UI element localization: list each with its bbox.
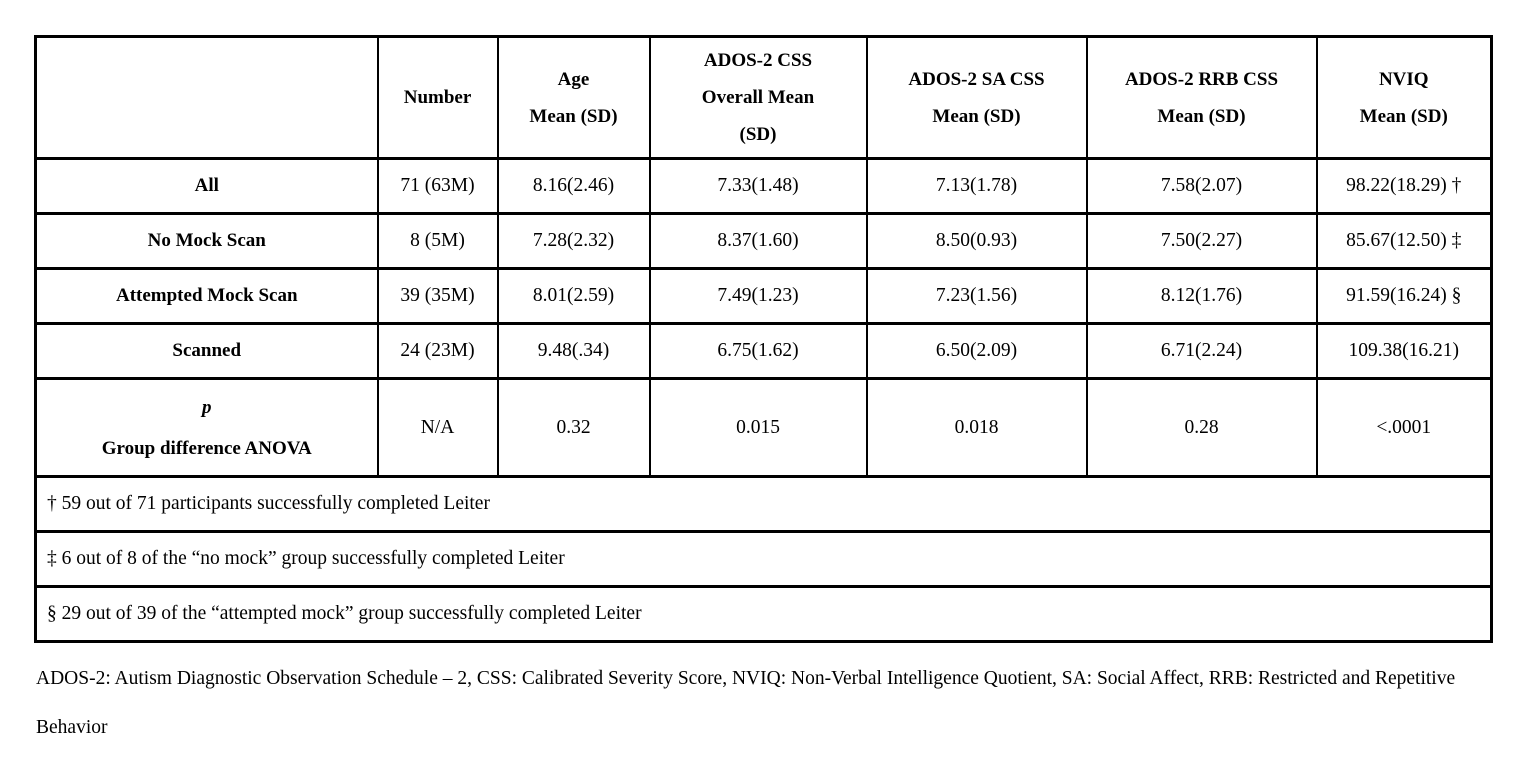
cell-number: 8 (5M) [376,212,499,270]
cell-ados-overall: 8.37(1.60) [648,212,868,270]
cell-ados-rrb: 7.58(2.07) [1085,157,1318,215]
cell-ados-sa: 7.23(1.56) [865,267,1088,325]
cell-ados-overall: 6.75(1.62) [648,322,868,380]
header-line: Overall Mean [701,87,815,108]
cell-p-ados-overall: 0.015 [648,377,868,478]
table-row-all: All 71 (63M) 8.16(2.46) 7.33(1.48) 7.13(… [34,157,1493,215]
header-cell-ados-sa: ADOS-2 SA CSS Mean (SD) [865,35,1088,160]
header-cell-ados-overall: ADOS-2 CSS Overall Mean (SD) [648,35,868,160]
cell-p-number: N/A [376,377,499,478]
table-body: All 71 (63M) 8.16(2.46) 7.33(1.48) 7.13(… [34,157,1493,643]
cell-age: 9.48(.34) [496,322,651,380]
header-cell-empty [34,35,379,160]
header-cell-nviq: NVIQ Mean (SD) [1315,35,1493,160]
table-row-scanned: Scanned 24 (23M) 9.48(.34) 6.75(1.62) 6.… [34,322,1493,380]
cell-age: 7.28(2.32) [496,212,651,270]
cell-number: 39 (35M) [376,267,499,325]
header-cell-ados-rrb: ADOS-2 RRB CSS Mean (SD) [1085,35,1318,160]
row-label: No Mock Scan [34,212,379,270]
header-line: ADOS-2 RRB CSS [1124,68,1279,90]
footnote-row-dagger: † 59 out of 71 participants successfully… [34,475,1493,533]
cell-ados-sa: 8.50(0.93) [865,212,1088,270]
header-row: Number Age Mean (SD) ADOS-2 CSS Overall … [34,35,1493,160]
header-line: NVIQ [1378,68,1429,90]
header-line: Number [403,87,472,108]
footnote-dagger: † 59 out of 71 participants successfully… [34,475,1493,533]
anova-label: Group difference ANOVA [101,437,312,459]
cell-p-nviq: <.0001 [1315,377,1493,478]
page: Number Age Mean (SD) ADOS-2 CSS Overall … [0,35,1524,768]
cell-nviq: 98.22(18.29) † [1315,157,1493,215]
cell-age: 8.01(2.59) [496,267,651,325]
row-label-anova: p Group difference ANOVA [34,377,379,478]
cell-nviq: 85.67(12.50) ‡ [1315,212,1493,270]
header-cell-age: Age Mean (SD) [496,35,651,160]
cell-ados-sa: 7.13(1.78) [865,157,1088,215]
footnote-row-section: § 29 out of 39 of the “attempted mock” g… [34,585,1493,643]
cell-ados-rrb: 7.50(2.27) [1085,212,1318,270]
cell-p-ados-sa: 0.018 [865,377,1088,478]
cell-ados-rrb: 8.12(1.76) [1085,267,1318,325]
cell-nviq: 91.59(16.24) § [1315,267,1493,325]
table-row-attempted-mock-scan: Attempted Mock Scan 39 (35M) 8.01(2.59) … [34,267,1493,325]
footnote-section: § 29 out of 39 of the “attempted mock” g… [34,585,1493,643]
header-line: Age [557,68,590,90]
abbreviations-note: ADOS-2: Autism Diagnostic Observation Sc… [36,668,1456,738]
row-label: Attempted Mock Scan [34,267,379,325]
cell-ados-overall: 7.33(1.48) [648,157,868,215]
cell-p-ados-rrb: 0.28 [1085,377,1318,478]
cell-number: 24 (23M) [376,322,499,380]
cell-p-age: 0.32 [496,377,651,478]
row-label: Scanned [34,322,379,380]
cell-ados-overall: 7.49(1.23) [648,267,868,325]
table-header: Number Age Mean (SD) ADOS-2 CSS Overall … [34,35,1493,160]
header-line: Mean (SD) [1157,105,1246,127]
cell-ados-sa: 6.50(2.09) [865,322,1088,380]
p-symbol: p [202,396,212,418]
header-line: ADOS-2 CSS [703,50,813,71]
header-cell-number: Number [376,35,499,160]
row-label: All [34,157,379,215]
header-line: Mean (SD) [529,105,618,127]
participant-characteristics-table: Number Age Mean (SD) ADOS-2 CSS Overall … [34,35,1493,643]
table-row-anova-p: p Group difference ANOVA N/A 0.32 0.015 … [34,377,1493,478]
cell-ados-rrb: 6.71(2.24) [1085,322,1318,380]
footnote-double-dagger: ‡ 6 out of 8 of the “no mock” group succ… [34,530,1493,588]
cell-number: 71 (63M) [376,157,499,215]
header-line: (SD) [739,124,777,145]
header-line: Mean (SD) [1359,105,1448,127]
header-line: ADOS-2 SA CSS [908,68,1045,90]
cell-age: 8.16(2.46) [496,157,651,215]
footnote-row-double-dagger: ‡ 6 out of 8 of the “no mock” group succ… [34,530,1493,588]
table-row-no-mock-scan: No Mock Scan 8 (5M) 7.28(2.32) 8.37(1.60… [34,212,1493,270]
header-line: Mean (SD) [932,105,1021,127]
cell-nviq: 109.38(16.21) [1315,322,1493,380]
